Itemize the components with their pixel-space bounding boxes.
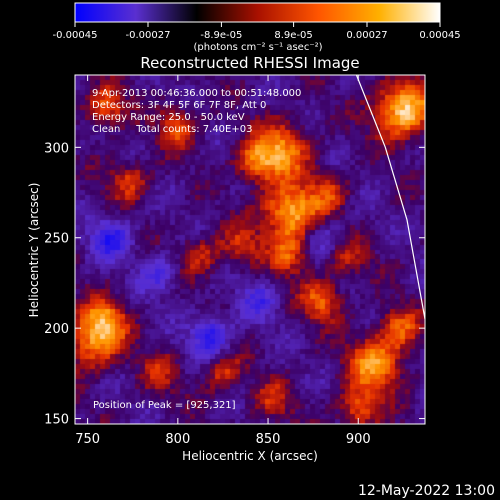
plot-frame xyxy=(74,74,426,425)
y-axis-label: Heliocentric Y (arcsec) xyxy=(27,183,41,318)
peak-position-label: Position of Peak = [925,321] xyxy=(93,400,236,411)
annotation-time-range: 9-Apr-2013 00:46:36.000 to 00:51:48.000 xyxy=(92,88,301,99)
solar-limb-line xyxy=(355,74,426,320)
annotation-detectors: Detectors: 3F 4F 5F 6F 7F 8F, Att 0 xyxy=(92,100,266,111)
colorbar-tick-label: 8.9e-05 xyxy=(274,30,312,41)
colorbar-tick-label: 0.00045 xyxy=(419,30,460,41)
colorbar-tick-label: 0.00027 xyxy=(346,30,387,41)
x-tick-label: 800 xyxy=(165,432,190,447)
y-tick-label: 150 xyxy=(44,413,69,428)
annotation-clean-counts: Clean Total counts: 7.40E+03 xyxy=(92,124,252,135)
x-axis-label: Heliocentric X (arcsec) xyxy=(182,449,318,463)
annotation-energy-range: Energy Range: 25.0 - 50.0 keV xyxy=(92,112,245,123)
y-tick-label: 250 xyxy=(44,232,69,247)
colorbar-unit-label: (photons cm⁻² s⁻¹ asec⁻²) xyxy=(193,42,322,53)
x-tick-label: 900 xyxy=(346,432,371,447)
axis-ticks: 750 800 850 900 150 200 250 300 xyxy=(44,75,425,447)
footer-timestamp: 12-May-2022 13:00 xyxy=(358,483,495,499)
heatmap-plot xyxy=(75,75,425,424)
x-tick-label: 850 xyxy=(256,432,281,447)
colorbar-ticks: -0.00045 -0.00027 -8.9e-05 8.9e-05 0.00027 0.… xyxy=(53,22,461,41)
y-tick-label: 300 xyxy=(44,141,69,156)
colorbar-tick-label: -8.9e-05 xyxy=(200,30,242,41)
colorbar-tick-label: -0.00045 xyxy=(53,30,98,41)
chart-title: Reconstructed RHESSI Image xyxy=(140,54,359,72)
colorbar xyxy=(74,2,441,23)
colorbar-tick-label: -0.00027 xyxy=(126,30,171,41)
x-tick-label: 750 xyxy=(75,432,100,447)
y-tick-label: 200 xyxy=(44,322,69,337)
annotation-block: 9-Apr-2013 00:46:36.000 to 00:51:48.000 … xyxy=(92,88,301,135)
heatmap-image xyxy=(75,75,425,424)
